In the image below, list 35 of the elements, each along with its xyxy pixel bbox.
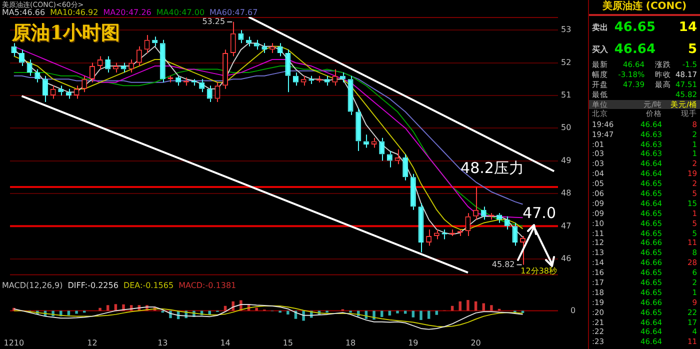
annotation: 45.82 [492, 260, 515, 269]
ref-line-label: 47.0 [522, 204, 556, 222]
y-tick-label: 46 [561, 254, 572, 263]
text: MA20:47.26 [103, 8, 152, 17]
series-label: MACD:-0.1381 [178, 281, 236, 290]
y-tick-label: 52 [561, 58, 572, 67]
text: DIFF:-0.2256 [68, 281, 118, 290]
text: MA60:47.67 [210, 8, 258, 17]
y-tick-label: 50 [561, 123, 572, 132]
text: MA5:46.66 [2, 8, 46, 17]
x-tick-label: 18 [345, 338, 356, 348]
x-tick-label: 19 [408, 338, 418, 348]
x-tick-label: 15 [282, 338, 294, 348]
text: DEA:-0.1565 [123, 281, 174, 290]
ref-line-label: 0 [570, 306, 576, 315]
x-tick-label: 14 [220, 338, 230, 348]
chart-title: 原油1小时图 [12, 21, 120, 46]
text: 卖出 46.65 14 [592, 20, 697, 34]
y-tick-label: 47 [561, 221, 572, 230]
annotation: 53.25 [202, 16, 226, 26]
text: 美原油连 (CONC) [589, 0, 700, 16]
x-tick-label: 20 [470, 338, 481, 348]
x-tick-label: 12 [87, 338, 98, 348]
text: MA40:47.00 [156, 8, 205, 17]
text: 买入 46.64 5 [592, 42, 697, 56]
ref-line-label: 48.2压力 [460, 158, 524, 177]
y-tick-label: 53 [561, 25, 572, 34]
text: MA10:46.92 [50, 8, 98, 17]
y-tick-label: 49 [561, 156, 572, 165]
x-tick-label: 13 [158, 338, 168, 348]
y-tick-label: 51 [561, 90, 572, 100]
x-tick-label: 1210 [4, 338, 24, 348]
annotation: 12分38秒 [520, 266, 557, 276]
y-tick-label: 48 [561, 188, 572, 198]
chart-title: MACD(12,26,9) [2, 281, 63, 290]
